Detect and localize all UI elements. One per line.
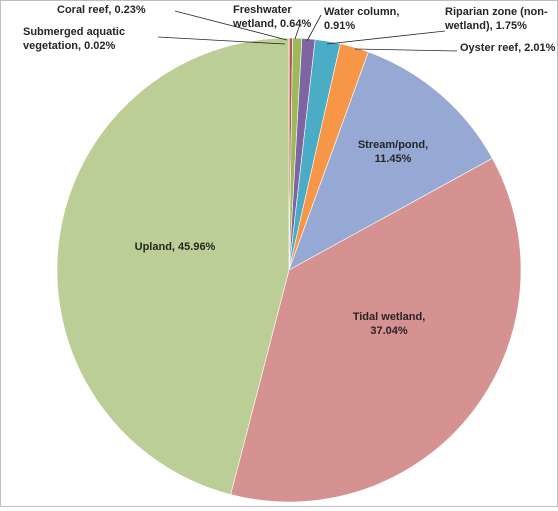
leader-line [327,31,445,44]
data-label-oyster-reef: Oyster reef, 2.01% [460,42,556,54]
data-label-water-column: Water column,0.91% [324,6,399,32]
data-label-riparian-zone-non-wetland: Riparian zone (non-wetland), 1.75% [444,6,548,32]
data-label-upland: Upland, 45.96% [135,241,216,253]
leader-line [355,49,457,51]
data-label-coral-reef: Coral reef, 0.23% [57,4,146,16]
